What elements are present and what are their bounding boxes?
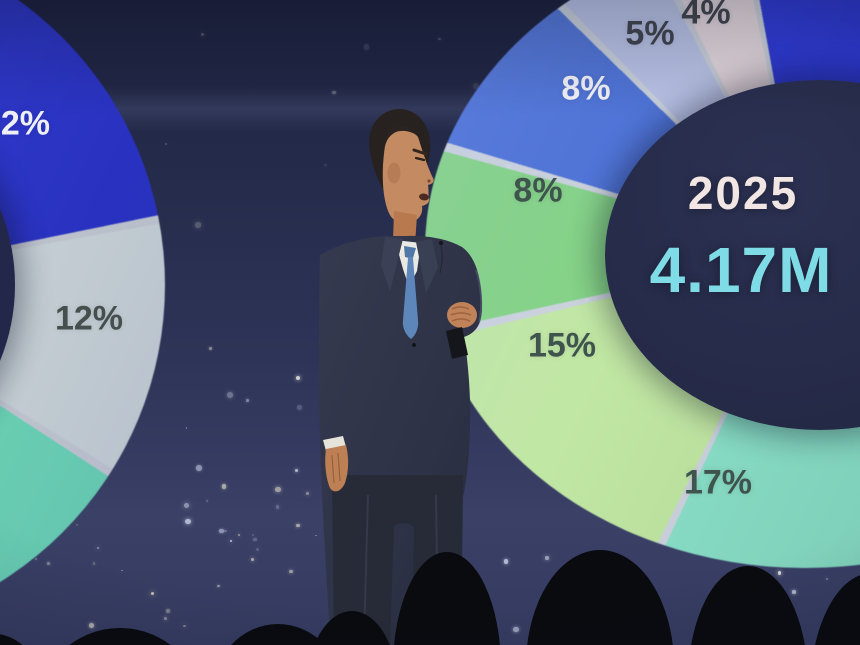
segment-label-15pct: 15% (527, 326, 597, 365)
presenter-mic-wire (439, 244, 443, 274)
presenter-lapel-left (381, 237, 403, 291)
presenter-button (412, 343, 416, 347)
chart-center-value: 4.17M (649, 234, 833, 306)
presenter-hand (325, 445, 349, 492)
presenter-ear-icon (387, 162, 401, 184)
audience-head (691, 566, 805, 645)
presenter-mouth (419, 193, 429, 201)
audience-head (0, 634, 23, 645)
audience-head (231, 624, 325, 645)
segment-label-22pct: 22% (0, 104, 51, 143)
presenter-arm-highlight (475, 269, 483, 324)
presenter-mic-icon (438, 240, 444, 246)
presenter-tie (402, 257, 419, 339)
presenter-eye (414, 156, 426, 162)
presenter-brow (412, 148, 428, 156)
presenter-clicker (446, 327, 468, 359)
audience-head (314, 611, 390, 645)
audience-head (815, 575, 860, 645)
presenter-hand-fingers (331, 452, 341, 484)
segment-label-17pct: 17% (683, 463, 753, 502)
audience-head (69, 628, 171, 645)
segment-label-8pct: 8% (561, 69, 611, 108)
presenter-tie-knot (404, 246, 416, 258)
segment-label-5pct: 5% (625, 14, 675, 53)
audience-head (394, 552, 500, 645)
presenter-nostril (427, 179, 431, 183)
presenter-lapel-right (416, 239, 438, 293)
presenter-hair-front (385, 126, 422, 146)
segment-label-4pct: 4% (681, 0, 731, 32)
chart-center-year: 2025 (687, 167, 799, 219)
segment-label-12pct: 12% (54, 299, 124, 338)
audience-head (527, 550, 673, 645)
presenter-fist-fingers (450, 306, 472, 322)
segment-label-8pct: 8% (513, 171, 563, 210)
